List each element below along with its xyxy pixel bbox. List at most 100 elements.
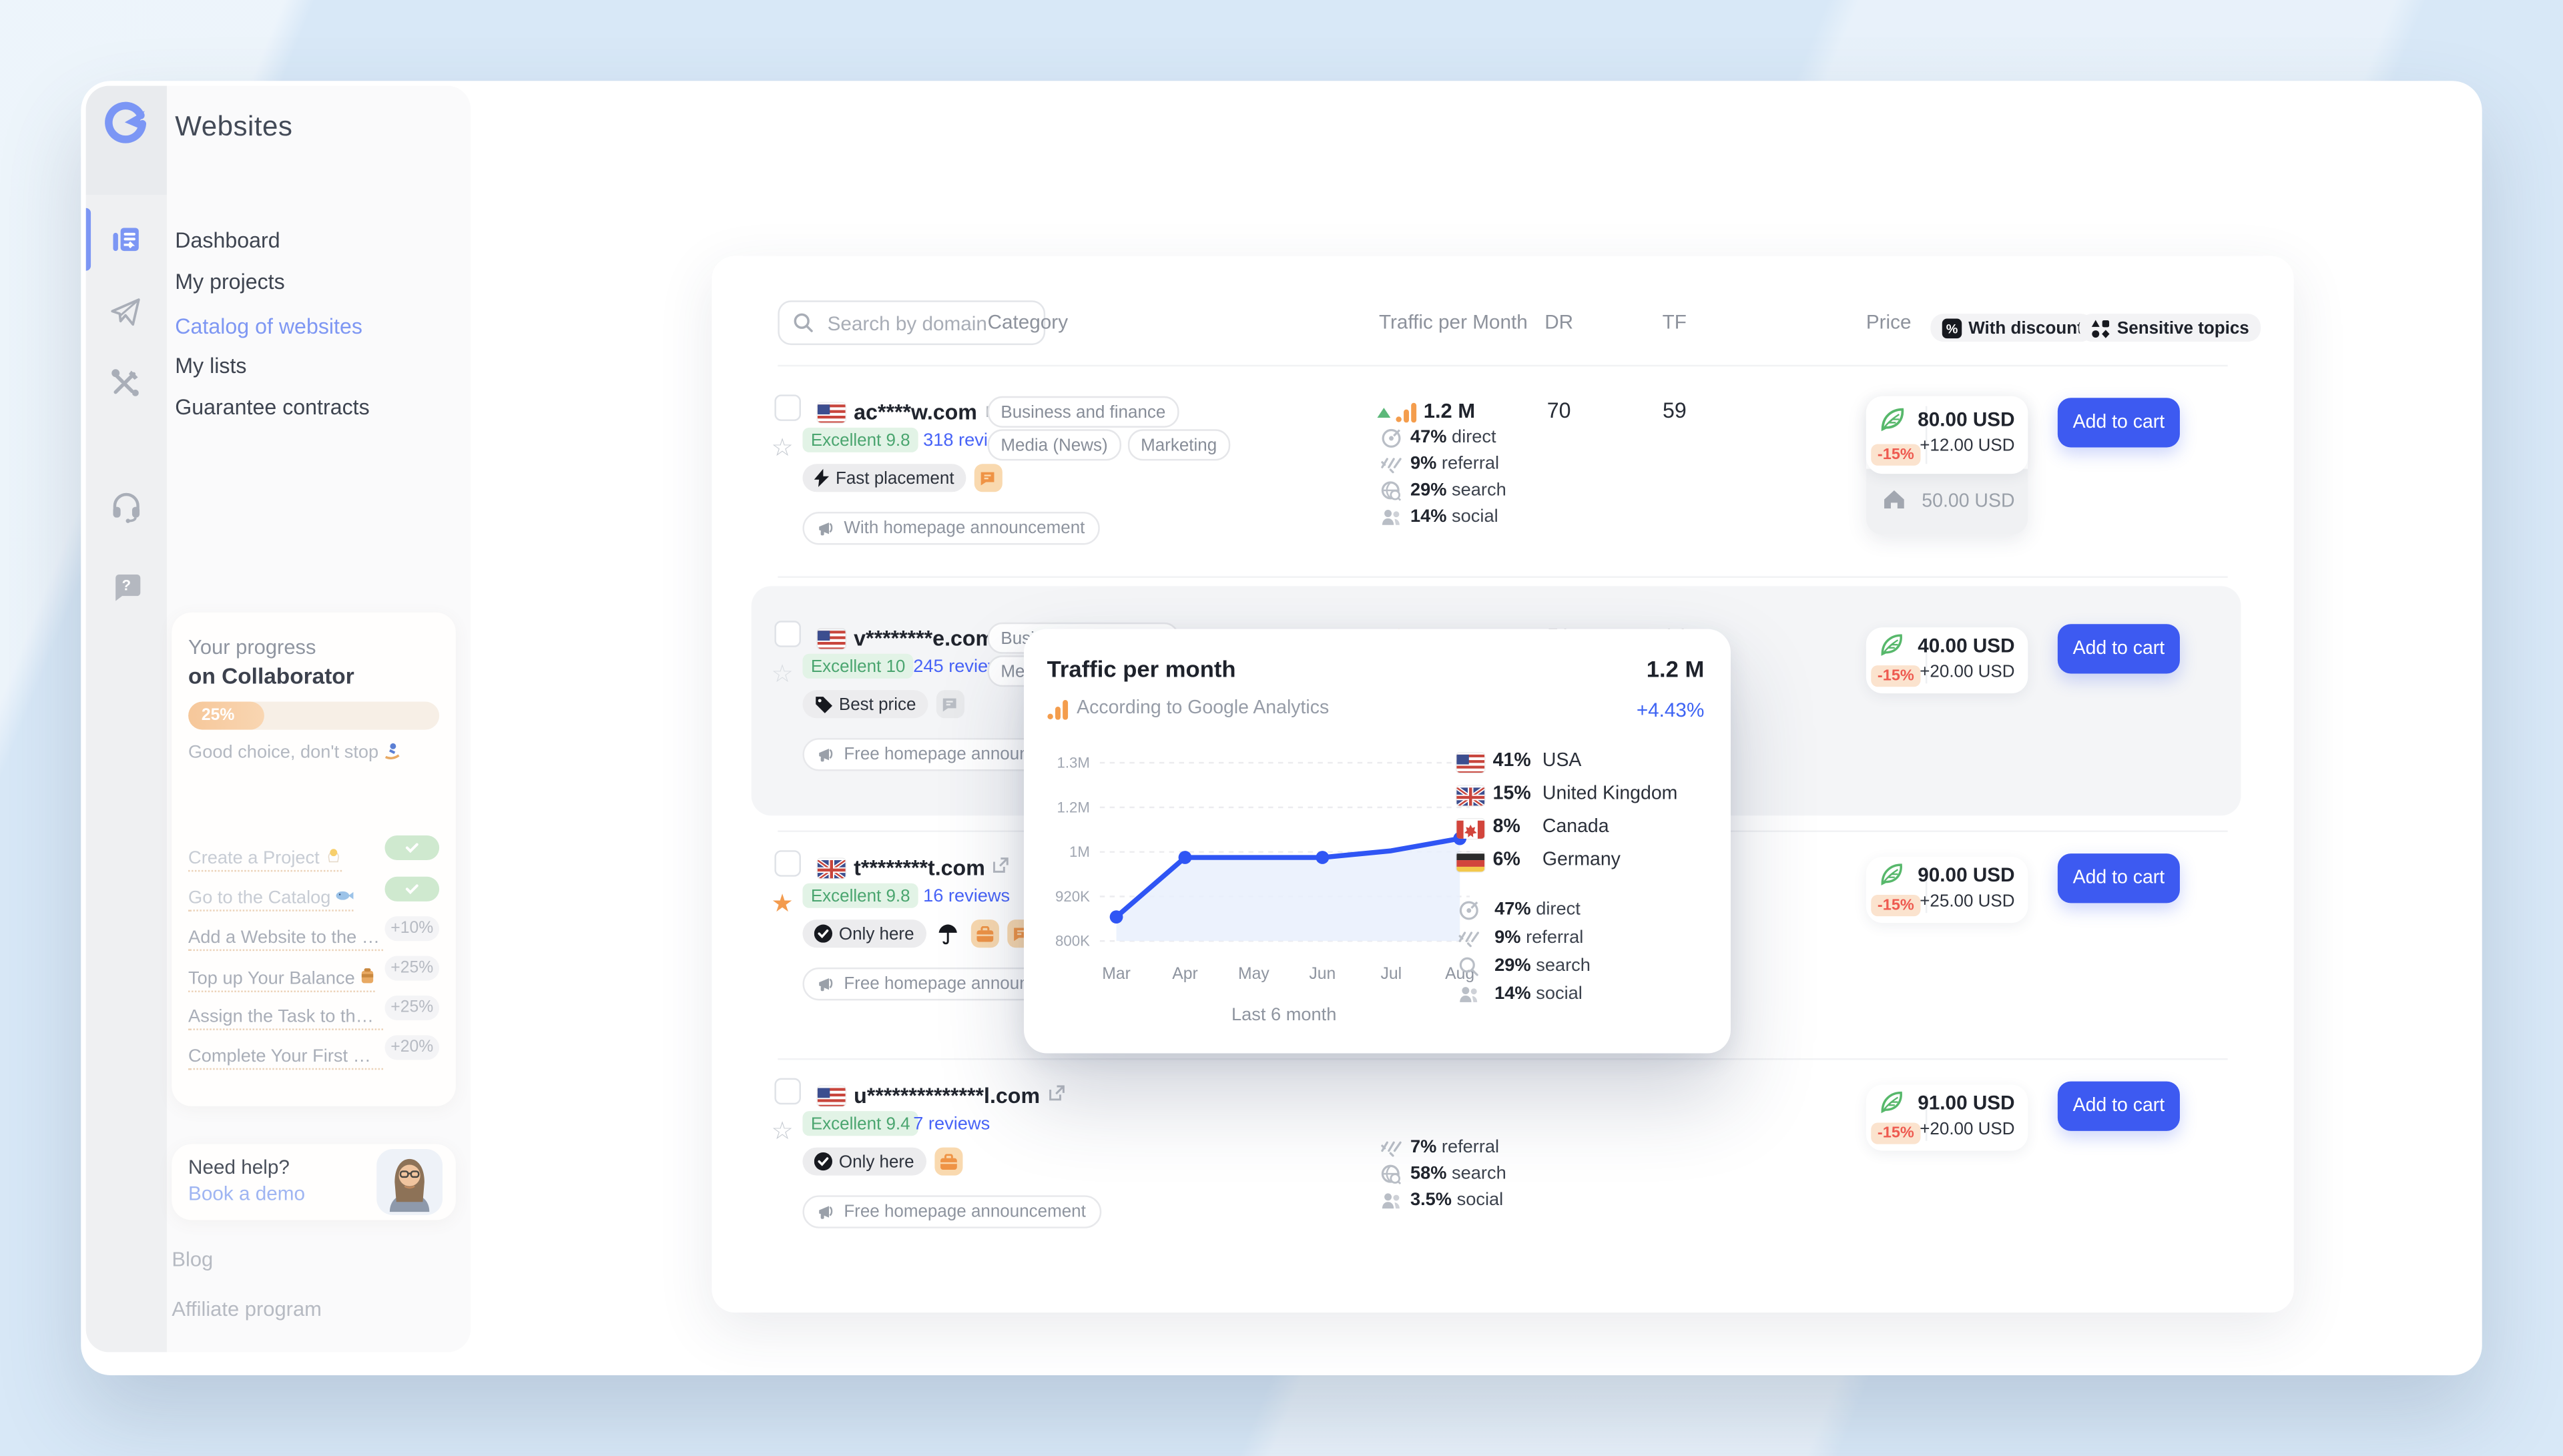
row-checkbox[interactable] [774,621,801,647]
column-header-price[interactable]: Price [1866,310,1912,334]
app-logo[interactable] [104,101,147,145]
row-checkbox[interactable] [774,1078,801,1105]
discount-badge: -15% [1871,1122,1921,1144]
sidebar-item-dashboard[interactable]: Dashboard [175,228,280,253]
reviews-link[interactable]: 7 reviews [913,1114,990,1134]
domain-name[interactable]: ac****w.com [854,398,1002,424]
help-card: Need help? Book a demo [172,1144,456,1220]
row-checkbox[interactable] [774,850,801,877]
checklist-done-badge [384,876,440,901]
checklist-item[interactable]: Add a Website to the C... [188,928,384,952]
snowboarder-emoji [385,743,400,759]
country-row: 15% United Kingdom [1492,784,1678,804]
add-to-cart-button[interactable]: Add to cart [2057,624,2180,674]
sidebar-item-catalog-of-websites[interactable]: Catalog of websites [175,314,362,339]
table-row[interactable]: ☆ ac****w.com Excellent 9.8 318 reviews … [711,394,2293,616]
blog-link[interactable]: Blog [172,1248,214,1272]
dashboard-icon[interactable] [104,218,147,261]
sidebar-item-my-lists[interactable]: My lists [175,353,247,378]
add-to-cart-button[interactable]: Add to cart [2057,853,2180,903]
trend-up-icon [1377,408,1391,418]
external-link-icon[interactable] [993,853,1010,878]
domain-name[interactable]: u**************l.com [854,1082,1065,1108]
discount-badge: -15% [1871,665,1921,687]
referral-icon [1381,1141,1402,1157]
price-card[interactable]: -15% 40.00 USD +20.00 USD [1866,627,2028,694]
chat-badge-icon[interactable] [974,464,1003,492]
external-link-icon[interactable] [1048,1082,1065,1106]
rating-badge: Excellent 9.4 [802,1111,918,1136]
svg-text:1.2M: 1.2M [1057,799,1090,815]
checklist-item[interactable]: Top up Your Balance [188,968,375,992]
svg-text:Mar: Mar [1102,965,1131,983]
column-header-traffic[interactable]: Traffic per Month [1378,310,1528,334]
briefcase-badge-icon[interactable] [970,920,999,948]
active-nav-indicator [85,208,91,271]
favorite-star-icon[interactable]: ☆ [771,434,794,462]
traffic-source: 14% social [1410,506,1498,527]
paper-plane-icon[interactable] [104,290,147,333]
help-title: Need help? [188,1155,290,1179]
favorite-star-icon[interactable]: ☆ [771,1118,794,1146]
svg-text:1M: 1M [1069,843,1090,860]
chat-badge-icon[interactable] [936,690,964,719]
table-row[interactable]: ☆ u**************l.com Excellent 9.4 7 r… [711,1078,2293,1300]
discount-badge: -15% [1871,895,1921,917]
sidebar-item-my-projects[interactable]: My projects [175,269,285,294]
price-secondary-amount: 50.00 USD [1922,492,2015,512]
us-flag-icon [817,1086,846,1106]
sidebar-item-guarantee-contracts[interactable]: Guarantee contracts [175,394,370,420]
rating-badge: Excellent 9.8 [802,427,918,452]
checklist-done-badge [384,835,440,861]
price-card[interactable]: -15% 90.00 USD +25.00 USD [1866,857,2028,924]
tools-icon[interactable] [104,362,147,404]
price-secondary-row: 50.00 USD [1866,468,2028,535]
uk-flag-icon [1456,785,1485,806]
reviews-link[interactable]: 16 reviews [923,886,1011,907]
check-icon [405,884,418,895]
tooltip-change: +4.43% [1636,698,1705,722]
search-input[interactable] [824,309,1029,336]
domain-name[interactable]: t********t.com [854,853,1010,880]
svg-text:Apr: Apr [1172,965,1198,983]
svg-text:920K: 920K [1055,888,1090,905]
traffic-source: 14% social [1494,984,1583,1004]
umbrella-icon[interactable] [934,920,962,948]
megaphone-icon [819,749,833,762]
category-tag: Marketing [1127,429,1230,461]
tooltip-title: Traffic per month [1047,655,1236,682]
help-chat-icon[interactable]: ? [104,565,147,607]
chart-footer: Last 6 month [1231,1005,1337,1026]
price-card[interactable]: -15% 80.00 USD +12.00 USD 50.00 USD [1866,396,2028,535]
checklist-item[interactable]: Assign the Task to the ... [188,1007,384,1030]
favorite-star-icon[interactable]: ☆ [771,660,794,689]
price-card[interactable]: -15% 91.00 USD +20.00 USD [1866,1084,2028,1151]
favorite-star-icon[interactable]: ★ [771,889,794,918]
headphones-icon[interactable] [104,484,147,526]
search-field[interactable] [778,300,1046,346]
price-amount: 91.00 USD [1918,1091,2015,1115]
checklist-item[interactable]: Complete Your First De... [188,1047,384,1070]
filter-sensitive-topics[interactable]: Sensitive topics [2079,314,2261,342]
filter-with-discount[interactable]: % With discount [1930,314,2095,342]
check-icon [405,843,418,853]
uk-flag-icon [817,858,846,879]
checklist-item[interactable]: Create a Project [188,847,342,872]
analytics-bars-icon [1047,700,1069,720]
target-icon [1459,901,1478,920]
column-header-dr[interactable]: DR [1544,310,1574,334]
book-a-demo-link[interactable]: Book a demo [188,1182,306,1206]
add-to-cart-button[interactable]: Add to cart [2057,398,2180,448]
row-checkbox[interactable] [774,394,801,421]
column-header-tf[interactable]: TF [1662,310,1687,334]
analytics-bars-icon [1396,402,1417,423]
column-header-category[interactable]: Category [987,310,1069,334]
page-title: Websites [175,110,293,142]
add-to-cart-button[interactable]: Add to cart [2057,1081,2180,1131]
traffic-source: 47% direct [1494,899,1581,920]
checklist-item[interactable]: Go to the Catalog [188,888,354,912]
affiliate-program-link[interactable]: Affiliate program [172,1297,322,1321]
briefcase-badge-icon[interactable] [934,1147,962,1176]
progress-bar-fill: 25% [188,701,264,730]
